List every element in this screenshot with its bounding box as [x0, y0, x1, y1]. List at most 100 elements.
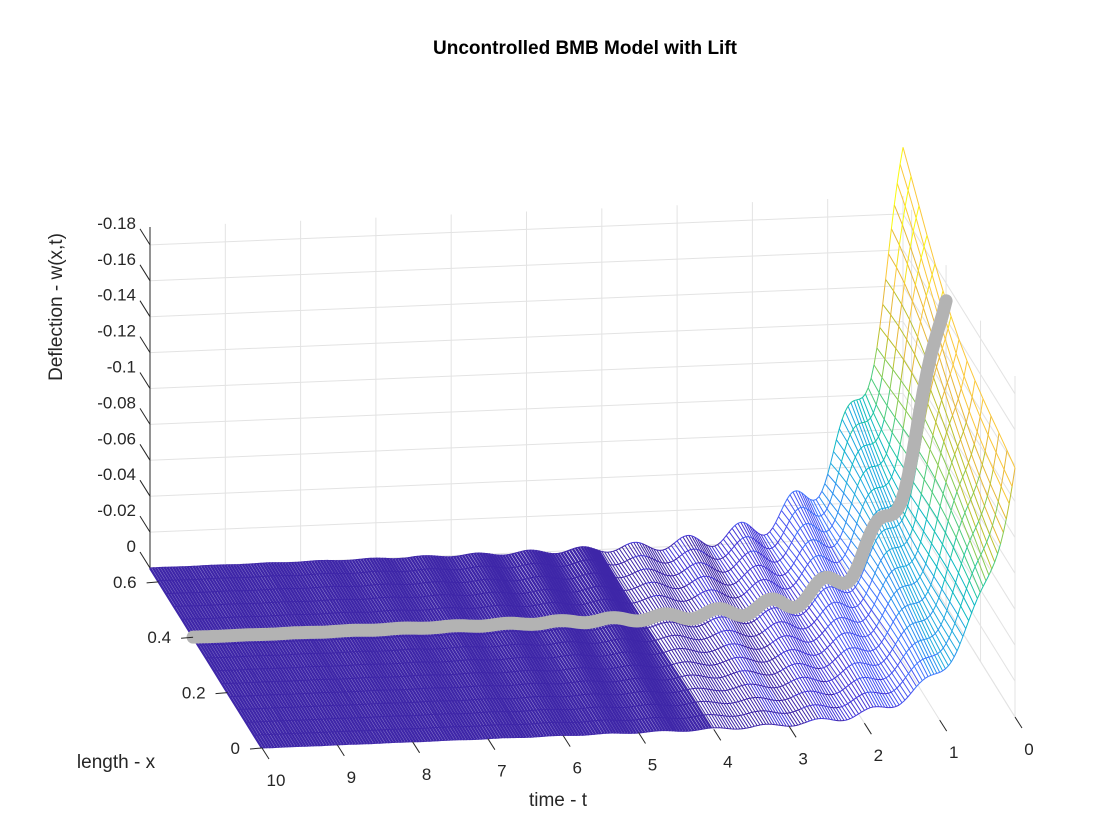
surface-line [830, 693, 834, 696]
surface-line [898, 304, 903, 327]
surface-line [593, 600, 597, 603]
z-tick [139, 336, 151, 353]
surface-line [514, 566, 518, 568]
surface-line [850, 699, 854, 703]
surface-line [917, 257, 922, 271]
surface-line [759, 673, 764, 675]
surface-line [807, 497, 811, 500]
surface-line [714, 663, 718, 666]
surface-line [766, 579, 771, 582]
surface-line [764, 697, 768, 700]
surface-line [994, 553, 999, 563]
surface-line [548, 564, 553, 566]
surface-line [968, 397, 973, 412]
surface-line [659, 595, 663, 597]
surface-line [879, 692, 883, 695]
surface-line [881, 637, 885, 643]
surface-line [715, 579, 719, 582]
surface-line [947, 661, 952, 667]
surface-line [878, 615, 883, 622]
surface-line [564, 603, 568, 605]
surface-line [780, 504, 785, 511]
surface-line [856, 695, 860, 699]
surface-line [670, 560, 674, 563]
surface-line [785, 621, 789, 624]
surface-line [797, 506, 802, 510]
surface-line [674, 648, 678, 650]
surface-line [714, 648, 719, 651]
surface-line [601, 551, 605, 553]
x-tick-label: 9 [347, 768, 356, 787]
surface-line [845, 512, 850, 523]
surface-line [595, 599, 600, 602]
surface-line [614, 638, 618, 641]
surface-line [897, 380, 902, 400]
surface-line [802, 544, 806, 549]
surface-line [740, 593, 745, 597]
surface-line [1002, 518, 1007, 533]
surface-line [848, 503, 853, 514]
surface-line [525, 563, 529, 566]
surface-line [640, 583, 644, 587]
surface-line [819, 692, 823, 694]
surface-line [848, 618, 852, 621]
surface-line [831, 519, 836, 527]
surface-line [1000, 532, 1004, 545]
surface-line [886, 444, 890, 454]
surface-line [631, 587, 635, 590]
surface-line [818, 652, 822, 655]
surface-line [462, 568, 466, 570]
surface-line [802, 610, 807, 614]
surface-line [511, 552, 516, 555]
surface-line [746, 646, 750, 649]
surface-line [519, 564, 524, 567]
surface-line [616, 600, 620, 603]
surface-line [717, 544, 831, 720]
surface-line [627, 542, 631, 545]
surface-line [698, 624, 703, 627]
surface-line [629, 557, 634, 560]
surface-line [979, 586, 984, 593]
surface-line [669, 586, 673, 589]
surface-line [722, 555, 726, 559]
surface-line [795, 709, 799, 712]
grid-line [149, 285, 904, 318]
surface-line [733, 542, 738, 547]
surface-line [692, 638, 696, 640]
surface-line [887, 505, 892, 508]
surface-line [914, 641, 919, 644]
surface-line [841, 411, 846, 420]
surface-line [911, 354, 916, 373]
surface-line [900, 544, 905, 547]
surface-line [784, 571, 789, 575]
surface-line [881, 529, 885, 533]
surface-line [843, 648, 848, 652]
surface-line [844, 405, 849, 412]
surface-line [737, 714, 741, 717]
surface-line [912, 284, 916, 302]
surface-line [467, 567, 471, 569]
surface-line [906, 624, 911, 628]
surface-line [828, 525, 833, 531]
surface-line [877, 560, 882, 567]
surface-line [809, 665, 813, 668]
surface-line [472, 580, 477, 582]
surface-line [725, 674, 729, 677]
surface-line [619, 651, 623, 654]
surface-line [608, 586, 612, 589]
surface-line [873, 625, 877, 631]
surface-line [709, 635, 714, 638]
surface-line [769, 527, 774, 532]
surface-line [724, 583, 728, 586]
surface-line [839, 530, 844, 538]
surface-line [696, 729, 700, 731]
surface-line [644, 544, 649, 547]
surface-line [901, 606, 906, 610]
surface-line [610, 653, 614, 656]
surface-line [925, 656, 929, 659]
surface-line [852, 586, 856, 591]
surface-line [647, 545, 652, 549]
surface-line [876, 692, 880, 694]
surface-line [815, 718, 819, 720]
surface-line [728, 549, 732, 554]
